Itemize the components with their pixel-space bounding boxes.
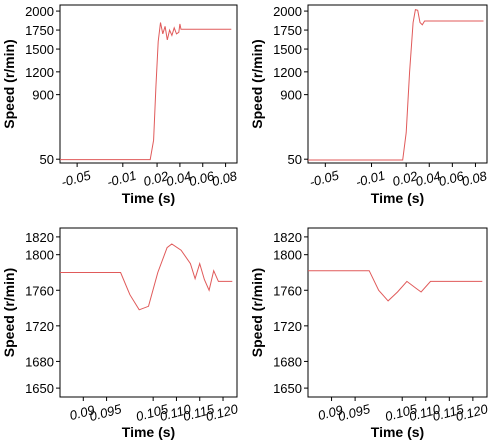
x-tick-label: -0.05 <box>308 167 341 189</box>
y-tick-label: 900 <box>280 88 302 103</box>
y-tick-label: 1820 <box>25 230 54 245</box>
y-axis-label: Speed (r/min) <box>1 39 17 128</box>
x-tick-label: 0.09 <box>316 402 344 423</box>
x-tick-label: 0.095 <box>336 401 372 424</box>
y-tick-label: 1500 <box>273 42 302 57</box>
y-tick-label: 50 <box>40 152 54 167</box>
y-tick-label: 1680 <box>25 354 54 369</box>
x-axis-label: Time (s) <box>371 190 424 206</box>
x-tick-label: 0.08 <box>210 168 239 189</box>
y-tick-label: 1500 <box>25 42 54 57</box>
y-tick-label: 2000 <box>273 4 302 19</box>
y-axis-label: Speed (r/min) <box>249 268 265 357</box>
x-tick-label: 0.06 <box>187 168 216 189</box>
y-tick-label: 1720 <box>273 319 302 334</box>
plot-frame <box>59 227 238 398</box>
plot-frame <box>307 4 488 164</box>
y-tick-label: 1200 <box>25 65 54 80</box>
y-tick-label: 1650 <box>25 381 54 396</box>
x-tick-label: -0.01 <box>105 168 138 190</box>
y-tick-label: 1680 <box>273 354 302 369</box>
y-tick-label: 1760 <box>25 283 54 298</box>
x-tick-label: -0.01 <box>354 168 387 190</box>
x-tick-label: 0.095 <box>88 401 124 424</box>
x-tick-label: 0.04 <box>414 168 442 189</box>
y-tick-label: 1750 <box>25 23 54 38</box>
y-axis-label: Speed (r/min) <box>1 268 17 357</box>
plot-frame <box>307 227 488 398</box>
x-axis-label: Time (s) <box>122 424 175 440</box>
x-tick-label: -0.05 <box>60 167 93 189</box>
y-tick-label: 900 <box>32 88 54 103</box>
speed-line <box>308 8 484 161</box>
speed-line <box>60 22 232 161</box>
x-tick-label: 0.02 <box>391 168 420 189</box>
y-tick-label: 1820 <box>273 230 302 245</box>
x-tick-label: 0.04 <box>165 168 193 189</box>
y-tick-label: 1800 <box>273 248 302 263</box>
speed-line <box>308 270 483 302</box>
y-tick-label: 1750 <box>273 23 302 38</box>
x-tick-label: 0.06 <box>437 168 466 189</box>
y-tick-label: 50 <box>288 152 302 167</box>
x-axis-label: Time (s) <box>122 190 175 206</box>
y-tick-label: 1200 <box>273 65 302 80</box>
x-axis-label: Time (s) <box>371 424 424 440</box>
y-tick-label: 2000 <box>25 4 54 19</box>
y-axis-label: Speed (r/min) <box>249 39 265 128</box>
x-tick-label: 0.02 <box>142 168 171 189</box>
y-tick-label: 1720 <box>25 319 54 334</box>
y-tick-label: 1800 <box>25 248 54 263</box>
x-tick-label: 0.09 <box>68 402 96 423</box>
speed-line <box>60 243 233 311</box>
y-tick-label: 1760 <box>273 283 302 298</box>
x-tick-label: 0.08 <box>460 168 489 189</box>
y-tick-label: 1650 <box>273 381 302 396</box>
plot-frame <box>59 4 238 164</box>
